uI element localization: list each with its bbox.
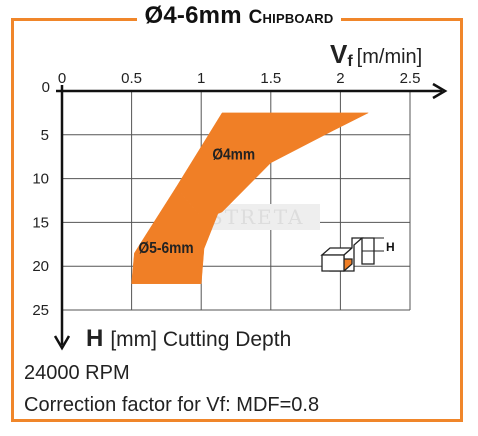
y-tick-label: 15	[32, 214, 49, 231]
y-axis-label: H [mm] Cutting Depth	[86, 325, 291, 352]
y-tick-label: 10	[32, 171, 49, 188]
series-area-2	[131, 186, 219, 284]
x-axis-label: Vf [m/min]	[330, 39, 422, 70]
x-tick-label: 2.5	[400, 70, 421, 87]
x-tick-label: 1.5	[260, 70, 281, 87]
series-label-2: Ø5-6mm	[139, 239, 194, 257]
x-tick-label: 2	[336, 70, 344, 87]
y-tick-label: 25	[32, 302, 49, 319]
x-axis-arrow	[432, 82, 448, 100]
y-axis-arrow	[53, 335, 71, 351]
y-tick-label: 5	[41, 127, 49, 144]
title-main: Ø4-6mm	[144, 2, 242, 29]
rpm-label: 24000 RPM	[24, 362, 130, 384]
y-tick-label: 0	[42, 79, 50, 96]
series-area-1	[175, 112, 369, 214]
x-tick-label: 0.5	[121, 70, 142, 87]
x-tick-label: 0	[58, 70, 66, 87]
title-sub: Chipboard	[248, 7, 334, 28]
series-label-1: Ø4mm	[212, 145, 255, 163]
x-tick-label: 1	[197, 70, 205, 87]
y-tick-label: 20	[32, 258, 49, 275]
page-title: Ø4-6mm Chipboard	[0, 2, 478, 30]
inset-front-face	[321, 254, 345, 272]
correction-factor-label: Correction factor for Vf: MDF=0.8	[24, 394, 320, 416]
inset-label: H	[386, 240, 395, 254]
